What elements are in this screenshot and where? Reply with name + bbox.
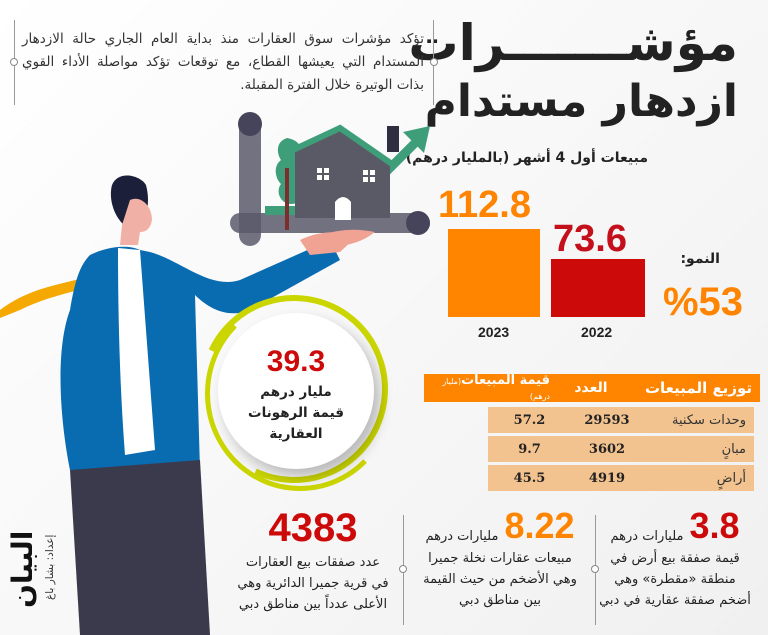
author-credit: إعداد: بشار باغ <box>44 534 56 600</box>
row-value: 45.5 <box>513 470 546 486</box>
col-header-category: توزيع المبيعات <box>644 379 752 397</box>
intro-paragraph: تؤكد مؤشرات سوق العقارات منذ بداية العام… <box>22 31 424 93</box>
table-header: توزيع المبيعات العدد قيمة المبيعات(مليار… <box>424 373 760 402</box>
col-header-value: قيمة المبيعات(مليار درهم) <box>442 373 550 401</box>
mortgage-disk <box>218 313 374 469</box>
frame-dot-left <box>10 58 18 66</box>
mortgage-ring-arc-inner <box>205 296 395 491</box>
row-category: وحدات سكنية <box>671 412 746 428</box>
frame-dot-right <box>430 58 438 66</box>
row-count: 3602 <box>588 441 626 457</box>
growth-value: %53 <box>662 280 743 324</box>
page-title-line2: ازدهار مستدام <box>424 76 738 127</box>
growth-label: النمو: <box>680 251 720 267</box>
stat-description: قيمة صفقة بيع أرض في منطقة «مقطرة» وهي أ… <box>599 551 751 608</box>
row-category: أراضٍ <box>716 470 746 486</box>
table-row: أراضٍ 4919 45.5 <box>488 465 754 491</box>
mortgage-value: 39.3 <box>266 345 326 378</box>
stat-block-jvc: 4383 عدد صفقات بيع العقارات في قرية جمير… <box>228 508 398 615</box>
divider-dot <box>399 565 407 573</box>
row-value: 57.2 <box>513 412 546 428</box>
stat-unit: مليارات درهم <box>425 529 499 544</box>
chart-subtitle: مبيعات أول 4 أشهر (بالمليار درهم) <box>405 150 648 166</box>
row-count: 29593 <box>584 412 630 428</box>
value-unit: (مليار درهم) <box>442 377 550 401</box>
row-value: 9.7 <box>518 441 541 457</box>
page-title-line1: مؤشـــــــرات <box>408 14 738 72</box>
businessman-illustration <box>0 175 355 635</box>
stat-number: 8.22 <box>504 505 575 546</box>
mortgage-caption: مليار درهم قيمة الرهونات العقارية <box>248 384 344 442</box>
bar-value-2023: 112.8 <box>438 184 531 226</box>
col-header-count: العدد <box>574 380 608 396</box>
bar-2022 <box>551 259 645 317</box>
stat-number: 4383 <box>268 506 358 550</box>
row-category: مبانٍ <box>721 441 746 457</box>
table-row: مبانٍ 3602 9.7 <box>488 436 754 462</box>
stat-block-land-deal: 3.8 مليارات درهم قيمة صفقة بيع أرض في من… <box>590 508 760 611</box>
bar-label-2022: 2022 <box>581 324 613 340</box>
publisher-logo: البيان <box>6 530 39 608</box>
table-row: وحدات سكنية 29593 57.2 <box>488 407 754 433</box>
stat-unit: مليارات درهم <box>610 529 684 544</box>
bar-2023 <box>448 229 540 317</box>
stat-number: 3.8 <box>689 505 740 546</box>
stat-block-palm-jumeirah: 8.22 مليارات درهم مبيعات عقارات نخلة جمي… <box>410 508 590 611</box>
divider-dot <box>591 565 599 573</box>
bar-value-2022: 73.6 <box>553 218 627 260</box>
bar-label-2023: 2023 <box>478 324 510 340</box>
stat-description: مبيعات عقارات نخلة جميرا وهي الأضخم من ح… <box>423 551 577 608</box>
stat-description: عدد صفقات بيع العقارات في قرية جميرا الد… <box>237 555 389 612</box>
row-count: 4919 <box>588 470 626 486</box>
